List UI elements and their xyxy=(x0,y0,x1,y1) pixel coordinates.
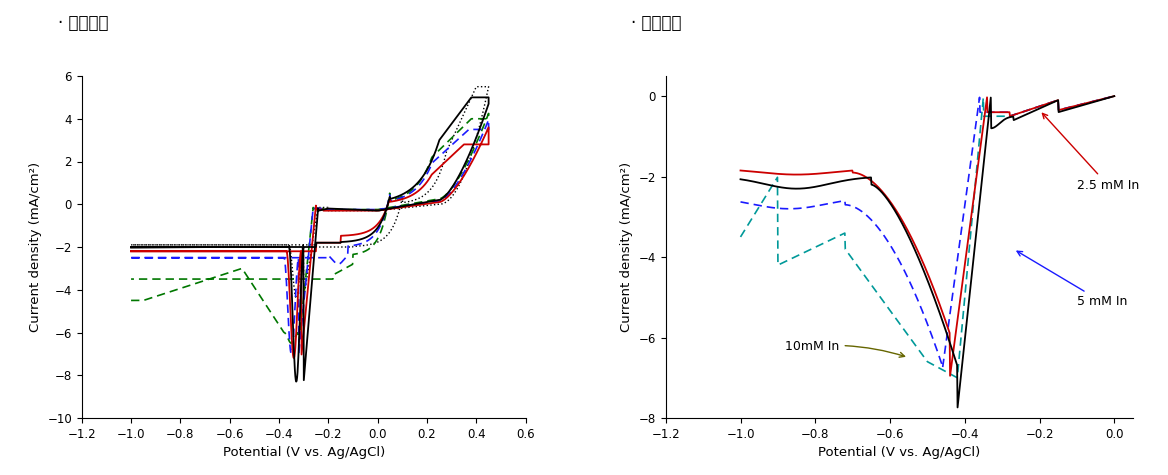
X-axis label: Potential (V vs. Ag/AgCl): Potential (V vs. Ag/AgCl) xyxy=(223,446,384,459)
X-axis label: Potential (V vs. Ag/AgCl): Potential (V vs. Ag/AgCl) xyxy=(819,446,980,459)
Text: 5 mM In: 5 mM In xyxy=(1017,251,1127,308)
Text: · 환원영역: · 환원영역 xyxy=(631,14,681,32)
Text: · 전체영역: · 전체영역 xyxy=(58,14,109,32)
Y-axis label: Current density (mA/cm²): Current density (mA/cm²) xyxy=(620,162,633,332)
Text: 10mM In: 10mM In xyxy=(785,340,904,357)
Text: 2.5 mM In: 2.5 mM In xyxy=(1042,114,1139,191)
Y-axis label: Current density (mA/cm²): Current density (mA/cm²) xyxy=(29,162,42,332)
